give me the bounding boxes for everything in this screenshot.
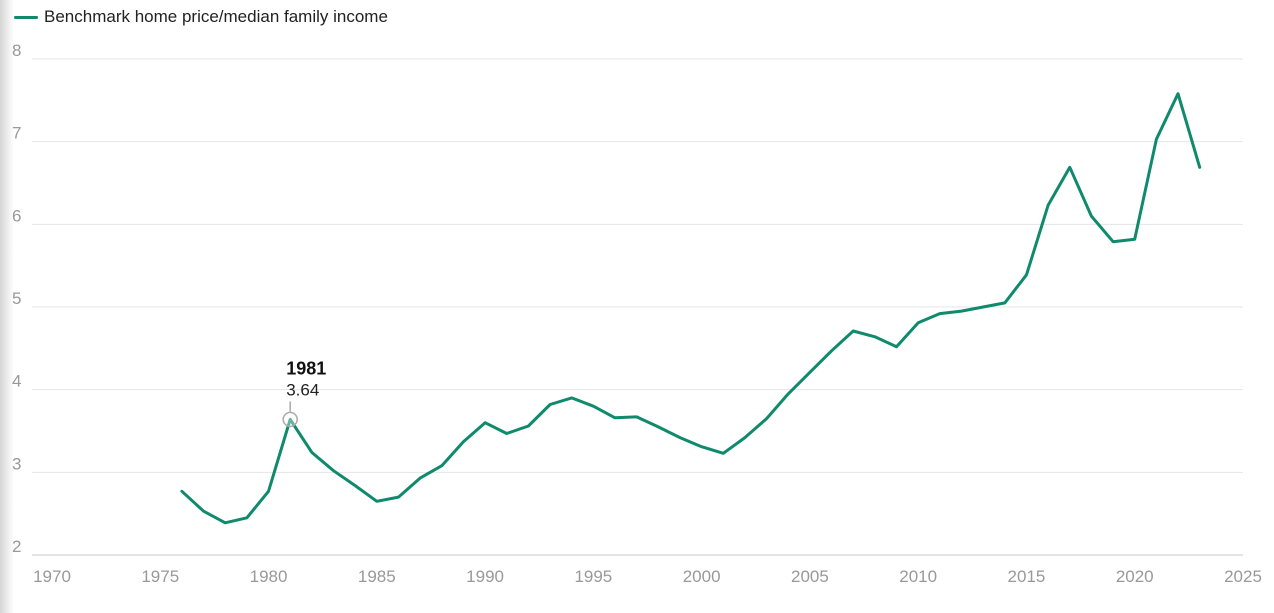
y-tick-label: 6 <box>12 206 21 225</box>
data-tooltip: 1981 3.64 <box>282 358 326 428</box>
x-tick-label: 2020 <box>1116 567 1154 586</box>
tooltip-title: 1981 <box>286 358 326 378</box>
x-tick-label: 2010 <box>899 567 937 586</box>
y-tick-label: 5 <box>12 289 21 308</box>
legend-label: Benchmark home price/median family incom… <box>44 7 388 26</box>
x-tick-label: 2025 <box>1224 567 1262 586</box>
x-tick-label: 2015 <box>1008 567 1046 586</box>
x-tick-label: 1980 <box>250 567 288 586</box>
legend-swatch <box>14 15 38 19</box>
x-tick-label: 1975 <box>141 567 179 586</box>
x-tick-label: 1995 <box>574 567 612 586</box>
grid-lines <box>32 58 1243 556</box>
tooltip-value: 3.64 <box>286 380 319 399</box>
highlight-point-marker[interactable] <box>282 411 298 428</box>
left-edge-shadow <box>0 0 14 613</box>
y-tick-label: 2 <box>12 537 21 556</box>
y-tick-label: 7 <box>12 124 21 143</box>
series-line-0 <box>180 92 1202 525</box>
x-tick-label: 2005 <box>791 567 829 586</box>
series-lines <box>180 92 1202 525</box>
x-tick-label: 1990 <box>466 567 504 586</box>
y-tick-label: 8 <box>12 41 21 60</box>
y-tick-label: 3 <box>12 454 21 473</box>
x-tick-label: 1985 <box>358 567 396 586</box>
y-tick-label: 4 <box>12 372 21 391</box>
chart-legend: Benchmark home price/median family incom… <box>14 6 388 28</box>
x-tick-label: 1970 <box>33 567 71 586</box>
axis-labels: 2 3 4 5 6 7 8 1970 1975 1980 1985 1990 1995 2000 2005 2… <box>12 41 1262 586</box>
x-tick-label: 2000 <box>683 567 721 586</box>
